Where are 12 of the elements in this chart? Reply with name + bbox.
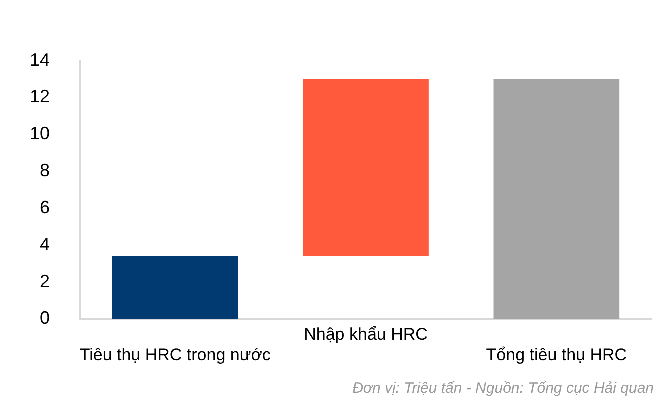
y-tick-label: 0 bbox=[40, 308, 50, 328]
y-tick-label: 6 bbox=[40, 197, 50, 218]
y-tick-label: 12 bbox=[30, 86, 50, 107]
y-tick-label: 14 bbox=[30, 50, 50, 70]
x-tick-label: Tổng tiêu thụ HRC bbox=[486, 345, 628, 364]
text: Đơn vị: Triệu tấn - Nguồn: Tổng cục Hải quan bbox=[352, 380, 654, 397]
y-tick-label: 8 bbox=[40, 160, 50, 181]
y-tick-label: 10 bbox=[30, 124, 50, 144]
x-tick-label: Nhập khẩu HRC bbox=[304, 325, 428, 344]
x-tick-label: Tiêu thụ HRC trong nước bbox=[80, 345, 272, 364]
y-tick-label: 4 bbox=[40, 234, 50, 254]
y-tick-label: 2 bbox=[40, 271, 50, 292]
